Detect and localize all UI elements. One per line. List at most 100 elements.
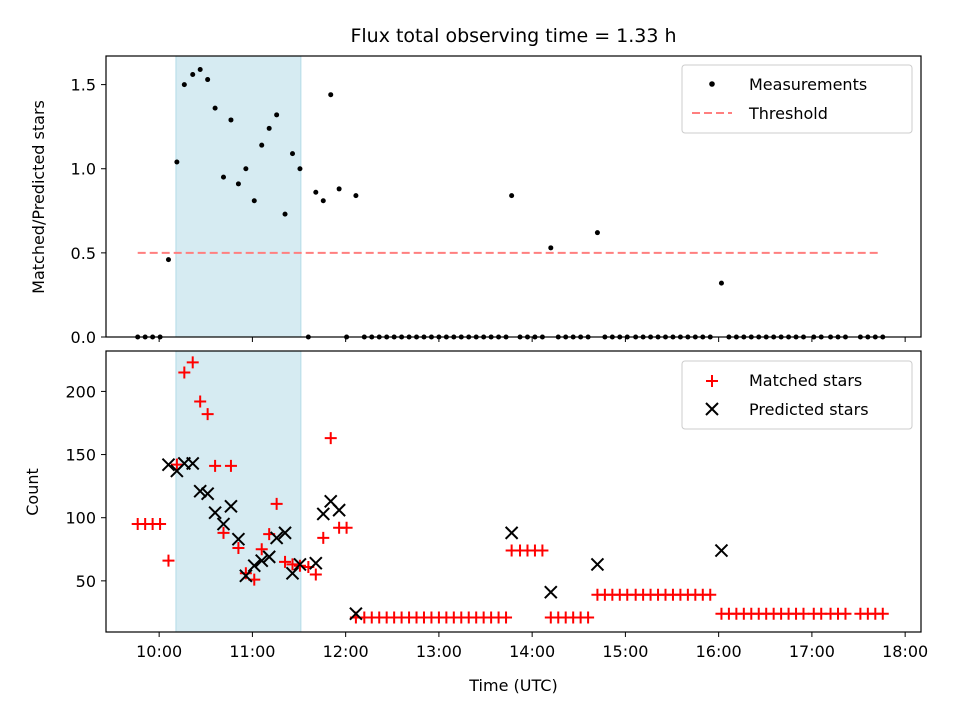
matched-star-point xyxy=(582,611,595,624)
measurement-point xyxy=(235,181,241,187)
top-observing-span xyxy=(175,55,302,338)
top-y-tick-label: 1.0 xyxy=(71,160,96,179)
top-y-tick-label: 0.5 xyxy=(71,244,96,263)
matched-star-point xyxy=(201,408,214,421)
matched-star-point xyxy=(170,458,183,471)
bottom-y-ticks: 50 100 150 200 xyxy=(65,382,106,591)
predicted-star-point xyxy=(193,484,207,498)
measurement-point xyxy=(274,112,280,118)
measurement-point xyxy=(297,166,303,172)
bot-y-tick-label: 200 xyxy=(65,382,96,401)
measurement-point xyxy=(509,193,515,199)
legend-matched-label: Matched stars xyxy=(749,371,862,390)
measurement-point xyxy=(594,230,600,236)
predicted-star-point xyxy=(544,585,558,599)
matched-star-point xyxy=(797,607,810,620)
legend-threshold-label: Threshold xyxy=(748,104,828,123)
measurement-point xyxy=(353,193,359,199)
predicted-star-point xyxy=(590,557,605,572)
measurement-point xyxy=(251,198,257,204)
matched-star-point xyxy=(704,588,717,601)
matched-star-point xyxy=(209,459,222,472)
x-tick-label: 11:00 xyxy=(229,642,275,661)
measurement-point xyxy=(212,105,218,111)
matched-star-point xyxy=(324,432,337,445)
bottom-x-ticks: 10:00 11:00 12:00 13:00 14:00 15:00 16:00 17:00… xyxy=(136,632,928,661)
measurement-point xyxy=(174,159,180,165)
top-legend: Measurements Threshold xyxy=(681,64,913,134)
measurement-point xyxy=(165,257,171,263)
measurement-point xyxy=(259,142,265,148)
matched-star-point xyxy=(162,554,175,567)
matched-star-point xyxy=(186,356,199,369)
top-y-ticks: 0.0 0.5 1.0 1.5 xyxy=(71,76,106,347)
predicted-star-point xyxy=(161,457,176,472)
measurement-point xyxy=(228,117,234,123)
predicted-star-point xyxy=(269,531,284,545)
matched-star-point xyxy=(317,531,330,544)
bot-y-tick-label: 150 xyxy=(65,446,96,465)
measurement-point xyxy=(336,186,342,192)
predicted-star-point xyxy=(714,543,729,558)
top-shaded-span xyxy=(175,55,302,338)
matched-star-point xyxy=(232,542,245,555)
measurement-point xyxy=(205,77,211,83)
measurement-point xyxy=(220,174,226,180)
predicted-star-point xyxy=(247,558,261,573)
top-legend-box xyxy=(681,64,913,134)
matched-star-point xyxy=(255,543,268,556)
x-tick-label: 12:00 xyxy=(323,642,369,661)
matched-star-point xyxy=(239,567,252,580)
x-tick-label: 16:00 xyxy=(696,642,742,661)
measurement-point xyxy=(190,72,196,78)
measurement-point xyxy=(282,211,288,217)
bot-y-tick-label: 50 xyxy=(76,572,96,591)
matched-star-point xyxy=(154,518,167,531)
bottom-shaded-span xyxy=(175,350,302,633)
top-y-axis-label: Matched/Predicted stars xyxy=(29,100,48,294)
matched-star-point xyxy=(178,366,191,379)
predicted-star-point xyxy=(309,556,323,570)
predicted-star-point xyxy=(332,503,346,517)
x-tick-label: 15:00 xyxy=(602,642,648,661)
top-x-ticks xyxy=(158,337,906,342)
measurement-point xyxy=(548,245,554,251)
bot-y-tick-label: 100 xyxy=(65,509,96,528)
measurement-point xyxy=(243,166,249,172)
matched-star-point xyxy=(839,607,852,620)
measurement-point xyxy=(289,151,295,157)
matched-star-point xyxy=(500,611,513,624)
legend-matched-marker xyxy=(706,375,718,387)
predicted-star-point xyxy=(216,517,231,531)
predicted-star-point xyxy=(504,526,519,540)
matched-star-point xyxy=(286,558,299,571)
predicted-star-point xyxy=(239,569,253,583)
legend-measurements-marker xyxy=(709,81,715,87)
matched-star-point xyxy=(876,607,889,620)
legend-predicted-label: Predicted stars xyxy=(749,400,869,419)
predicted-star-point xyxy=(278,526,292,540)
measurement-point xyxy=(328,92,334,98)
bottom-panel: 10:00 11:00 12:00 13:00 14:00 15:00 16:00 17:00… xyxy=(23,350,928,695)
bottom-legend: Matched stars Predicted stars xyxy=(681,360,913,430)
top-axes-frame xyxy=(105,55,922,338)
measurement-point xyxy=(313,189,319,195)
measurement-point xyxy=(320,198,326,204)
bottom-points-layer xyxy=(131,356,889,624)
top-y-tick-label: 1.5 xyxy=(71,76,96,95)
measurement-point xyxy=(718,280,724,286)
measurement-point xyxy=(197,66,203,72)
measurement-point xyxy=(266,125,272,131)
measurement-point xyxy=(181,82,187,88)
bottom-axes-frame xyxy=(105,350,922,633)
predicted-star-point xyxy=(200,487,215,501)
matched-star-point xyxy=(536,544,549,557)
matched-star-point xyxy=(224,459,237,472)
x-tick-label: 10:00 xyxy=(136,642,182,661)
predicted-star-point xyxy=(186,456,200,471)
top-panel: 0.0 0.5 1.0 1.5 Matched/Predicted stars Mea… xyxy=(29,55,922,347)
bot-observing-span xyxy=(175,350,302,633)
matched-star-point xyxy=(279,555,292,568)
predicted-star-point xyxy=(349,606,363,621)
